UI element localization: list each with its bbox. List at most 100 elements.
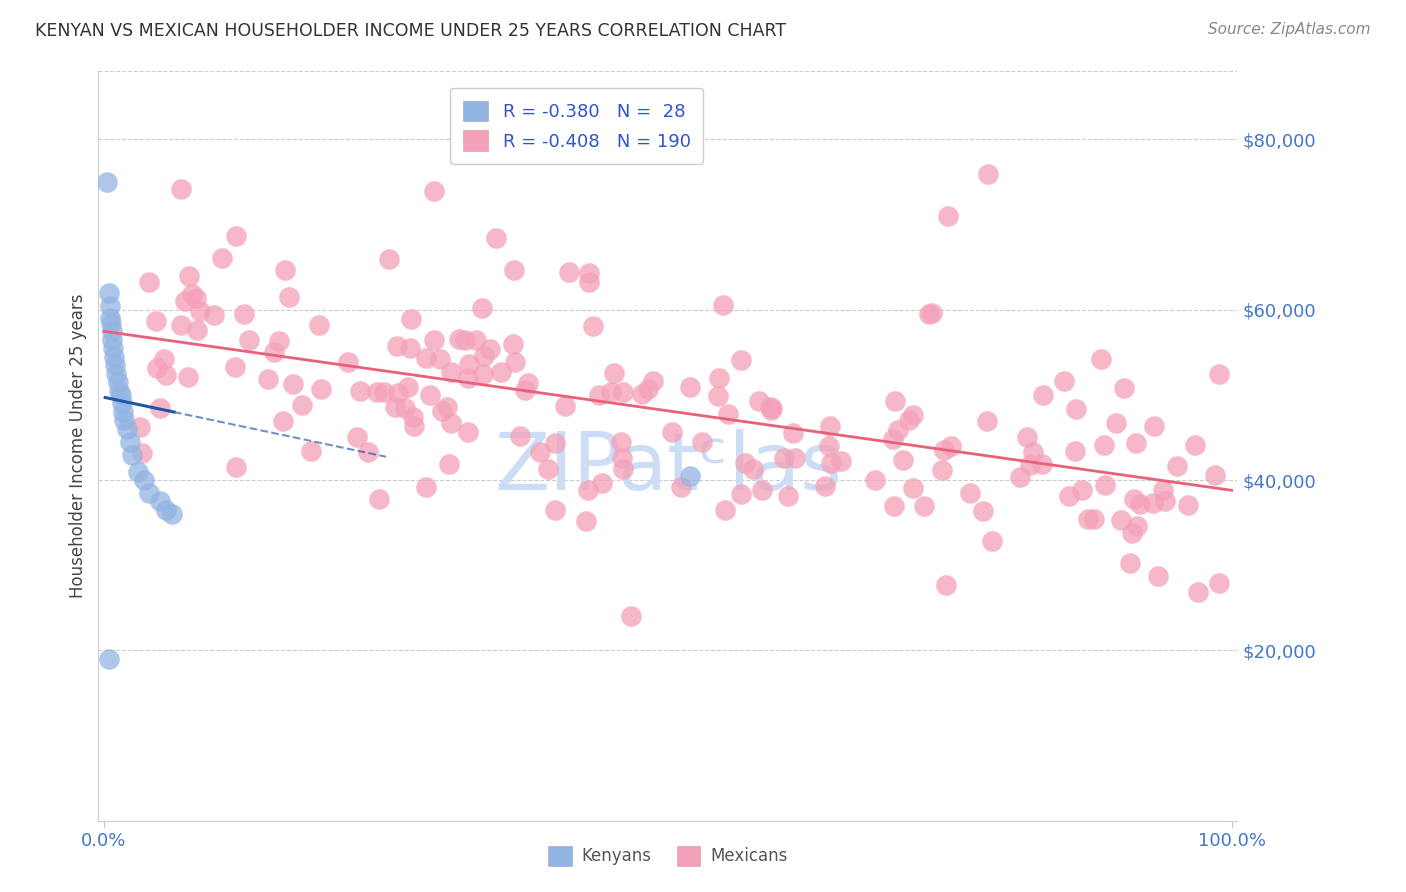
Point bbox=[1142, 496, 1164, 510]
Point bbox=[901, 481, 924, 495]
Point bbox=[349, 384, 371, 399]
Point bbox=[449, 332, 471, 346]
Point bbox=[366, 385, 388, 400]
Point bbox=[1208, 575, 1230, 590]
Point bbox=[238, 334, 260, 348]
Point bbox=[457, 357, 479, 371]
Point bbox=[742, 462, 765, 476]
Point bbox=[423, 184, 446, 198]
Point bbox=[118, 434, 141, 449]
Point bbox=[169, 182, 191, 196]
Point bbox=[429, 351, 451, 366]
Point bbox=[503, 355, 526, 369]
Point bbox=[669, 480, 692, 494]
Point bbox=[554, 399, 576, 413]
Point bbox=[759, 401, 782, 415]
Point bbox=[402, 418, 425, 433]
Point bbox=[1064, 402, 1087, 417]
Point bbox=[643, 374, 665, 388]
Point bbox=[457, 371, 479, 385]
Point bbox=[610, 435, 633, 450]
Point bbox=[1018, 458, 1040, 473]
Point bbox=[155, 503, 177, 517]
Point bbox=[301, 444, 323, 458]
Point bbox=[1008, 470, 1031, 484]
Point bbox=[188, 304, 211, 318]
Point bbox=[782, 426, 804, 441]
Point bbox=[939, 439, 962, 453]
Point bbox=[620, 609, 643, 624]
Point bbox=[1071, 483, 1094, 497]
Point bbox=[711, 298, 734, 312]
Point bbox=[97, 285, 120, 300]
Point bbox=[138, 275, 160, 289]
Point bbox=[582, 319, 605, 334]
Point bbox=[98, 311, 121, 326]
Point bbox=[814, 479, 837, 493]
Point bbox=[772, 451, 794, 466]
Point bbox=[730, 487, 752, 501]
Point bbox=[177, 370, 200, 384]
Point bbox=[1077, 512, 1099, 526]
Point bbox=[436, 400, 458, 414]
Point bbox=[346, 430, 368, 444]
Point bbox=[818, 418, 841, 433]
Point bbox=[679, 468, 702, 483]
Point bbox=[1112, 381, 1135, 395]
Point bbox=[394, 401, 416, 415]
Point bbox=[399, 312, 422, 326]
Point bbox=[1022, 444, 1045, 458]
Point bbox=[267, 334, 290, 348]
Point bbox=[959, 486, 981, 500]
Point bbox=[1032, 387, 1054, 401]
Point bbox=[1118, 556, 1140, 570]
Point bbox=[271, 414, 294, 428]
Point bbox=[423, 333, 446, 347]
Point bbox=[373, 385, 395, 400]
Point bbox=[281, 376, 304, 391]
Point bbox=[309, 382, 332, 396]
Point bbox=[103, 350, 125, 364]
Point bbox=[105, 367, 128, 381]
Point bbox=[1094, 478, 1116, 492]
Point bbox=[1092, 437, 1115, 451]
Point bbox=[709, 371, 731, 385]
Point bbox=[160, 507, 183, 521]
Point bbox=[101, 333, 124, 347]
Point bbox=[1204, 468, 1226, 483]
Point bbox=[202, 308, 225, 322]
Point bbox=[1129, 497, 1152, 511]
Point bbox=[111, 396, 134, 410]
Point bbox=[1152, 483, 1174, 497]
Point bbox=[104, 358, 127, 372]
Point bbox=[211, 251, 233, 265]
Point bbox=[153, 352, 176, 367]
Point bbox=[921, 305, 943, 319]
Point bbox=[612, 384, 634, 399]
Point bbox=[1147, 569, 1170, 583]
Point bbox=[1166, 459, 1188, 474]
Point bbox=[931, 463, 953, 477]
Point bbox=[502, 337, 524, 351]
Point bbox=[591, 475, 613, 490]
Point bbox=[145, 314, 167, 328]
Point bbox=[830, 453, 852, 467]
Point bbox=[146, 361, 169, 376]
Point bbox=[903, 409, 925, 423]
Point bbox=[575, 514, 598, 528]
Point bbox=[610, 450, 633, 465]
Point bbox=[224, 360, 246, 375]
Point bbox=[368, 491, 391, 506]
Point bbox=[186, 291, 208, 305]
Point bbox=[110, 388, 132, 402]
Point bbox=[121, 448, 143, 462]
Point bbox=[1153, 493, 1175, 508]
Point bbox=[1057, 489, 1080, 503]
Point bbox=[181, 287, 204, 301]
Point bbox=[509, 429, 531, 443]
Point bbox=[179, 268, 201, 283]
Point bbox=[1015, 430, 1038, 444]
Point bbox=[717, 407, 740, 421]
Point bbox=[612, 462, 634, 476]
Point bbox=[576, 483, 599, 497]
